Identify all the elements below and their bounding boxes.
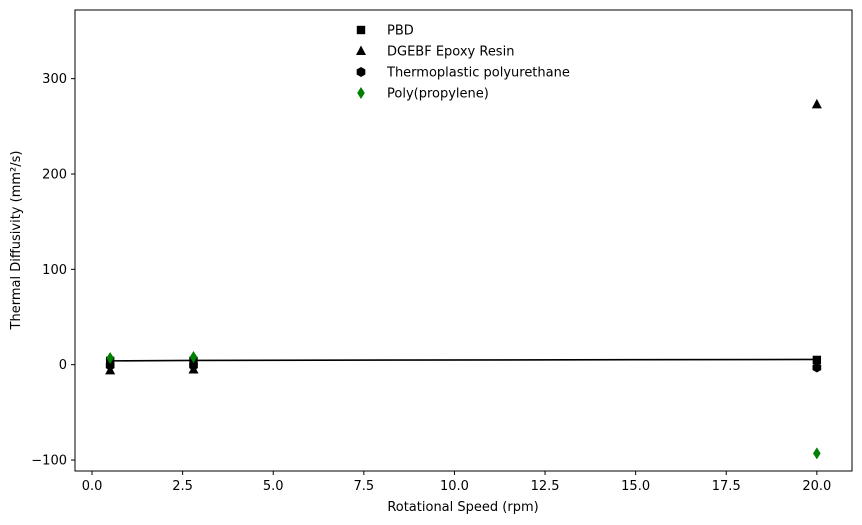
x-tick-label: 2.5 <box>172 479 193 494</box>
x-tick-label: 15.0 <box>621 479 650 494</box>
data-point-thermoplastic-polyurethane <box>812 362 822 373</box>
legend-marker-pbd <box>356 25 366 35</box>
y-tick-label: −100 <box>31 454 67 469</box>
plot-area <box>75 10 852 471</box>
y-tick-label: 0 <box>59 358 67 373</box>
x-tick-label: 20.0 <box>802 479 831 494</box>
y-axis-ticks: −100 0 100 200 300 <box>31 72 75 469</box>
legend-label-thermoplastic-polyurethane: Thermoplastic polyurethane <box>386 66 570 81</box>
y-axis-label: Thermal Diffusivity (mm²/s) <box>9 151 24 331</box>
x-tick-label: 10.0 <box>440 479 469 494</box>
plot-frame <box>74 9 853 472</box>
x-axis-label: Rotational Speed (rpm) <box>387 500 538 515</box>
legend-label-dgebf-epoxy-resin: DGEBF Epoxy Resin <box>387 45 514 60</box>
data-point-poly-propylene <box>189 351 198 364</box>
data-point-poly-propylene <box>813 447 821 460</box>
y-tick-label: 100 <box>42 263 67 278</box>
data-point-pbd <box>812 355 822 365</box>
data-markers <box>105 98 822 460</box>
x-axis-ticks: 0.0 2.5 5.0 7.5 10.0 12.5 15.0 17.5 20.0 <box>82 471 831 494</box>
x-tick-label: 7.5 <box>353 479 374 494</box>
data-point-thermoplastic-polyurethane <box>189 360 198 371</box>
x-tick-label: 17.5 <box>712 479 741 494</box>
legend-label-pbd: PBD <box>387 24 414 39</box>
x-tick-label: 5.0 <box>263 479 284 494</box>
data-point-poly-propylene <box>106 352 114 365</box>
y-tick-label: 200 <box>42 167 67 182</box>
y-tick-label: 300 <box>42 72 67 87</box>
legend-marker-thermoplastic-polyurethane <box>356 67 366 77</box>
x-tick-label: 12.5 <box>531 479 560 494</box>
data-point-dgebf-epoxy-resin <box>811 98 822 109</box>
legend-marker-poly-propylene <box>357 87 365 99</box>
legend-marker-dgebf-epoxy-resin <box>356 45 366 55</box>
data-point-thermoplastic-polyurethane <box>105 360 115 371</box>
legend-label-poly-propylene: Poly(propylene) <box>387 87 489 102</box>
x-tick-label: 0.0 <box>82 479 103 494</box>
legend: PBD DGEBF Epoxy Resin Thermoplastic polyur… <box>356 24 570 102</box>
